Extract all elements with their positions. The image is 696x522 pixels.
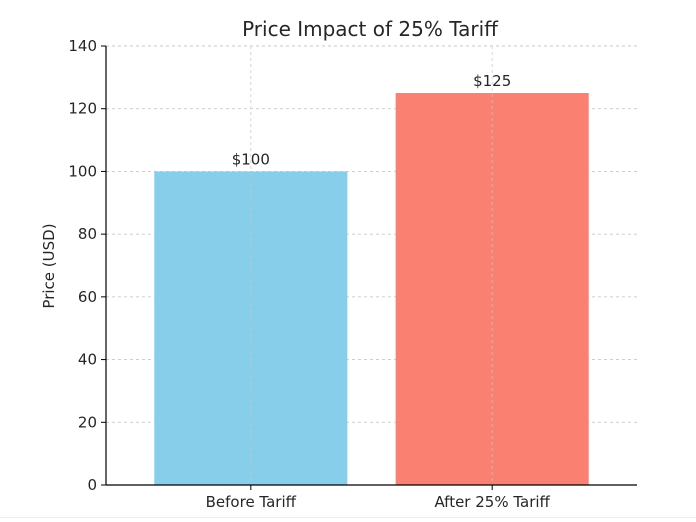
bars: [154, 46, 589, 486]
grid-lines: [106, 45, 637, 423]
y-tick-label: 100: [68, 162, 97, 180]
y-tick-label: 40: [78, 351, 97, 369]
y-tick-label: 120: [68, 100, 97, 118]
data-label: $125: [473, 72, 511, 90]
y-tick-label: 20: [78, 413, 97, 431]
y-ticks: 0 20 40 60 80 100 120 140: [68, 37, 106, 494]
axes: [105, 46, 637, 486]
x-tick-label: After 25% Tariff: [434, 493, 550, 511]
x-tick-label: Before Tariff: [206, 493, 297, 511]
divider: [0, 517, 696, 518]
data-labels: $100 $125: [232, 72, 512, 168]
data-label: $100: [232, 150, 270, 168]
y-tick-label: 140: [68, 37, 97, 55]
y-tick-label: 0: [87, 476, 97, 494]
chart-title: Price Impact of 25% Tariff: [242, 17, 499, 41]
y-tick-label: 80: [78, 225, 97, 243]
y-axis-title: Price (USD): [40, 223, 58, 308]
y-tick-label: 60: [78, 288, 97, 306]
x-ticks: Before Tariff After 25% Tariff: [206, 485, 551, 511]
